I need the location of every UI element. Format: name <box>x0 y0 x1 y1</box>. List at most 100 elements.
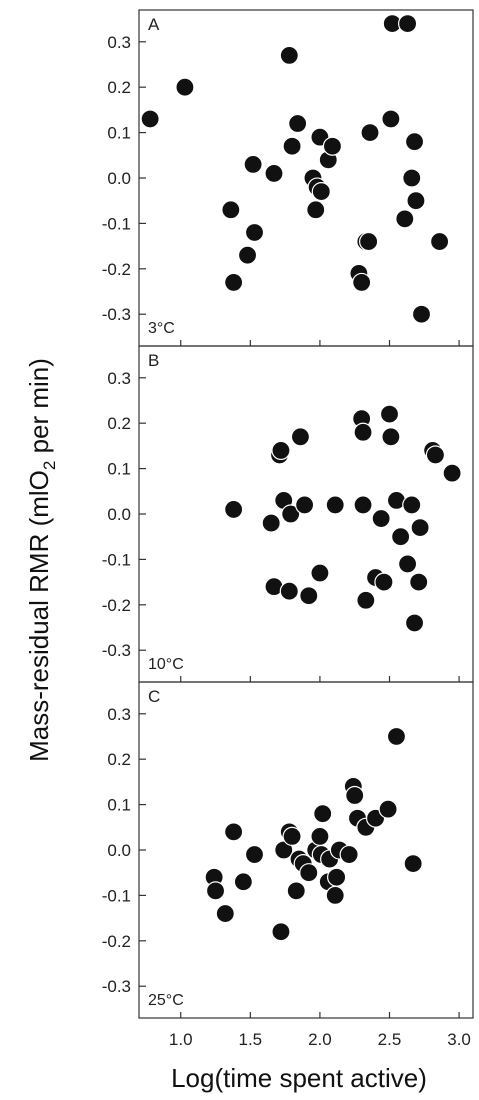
data-point <box>397 554 418 574</box>
panel-letter: C <box>148 687 160 706</box>
y-tick-label: -0.3 <box>102 977 131 996</box>
data-point <box>411 304 432 324</box>
temperature-label: 25°C <box>148 992 184 1009</box>
data-point <box>345 785 365 806</box>
temperature-label: 3°C <box>148 320 175 337</box>
panel-a: 0.3 0.2 0.1 0.0 -0.1 -0.2 -0.3 A 3°C <box>102 9 474 347</box>
y-axis-title-subscript: 2 <box>40 461 59 470</box>
y-tick-label: 0.2 <box>107 78 131 97</box>
x-tick-label: 2.5 <box>378 1030 402 1049</box>
y-tick-label: 0.1 <box>107 796 131 815</box>
data-point <box>295 495 315 515</box>
x-axis: 1.0 1.5 2.0 2.5 3.0 <box>169 1030 471 1049</box>
y-tick-label: -0.1 <box>102 886 131 905</box>
data-point <box>271 440 291 461</box>
panels-group: 0.3 0.2 0.1 0.0 -0.1 -0.2 -0.3 A 3°C 0.3 0.2 0.1 0.0… <box>102 9 474 1019</box>
x-tick-label: 1.5 <box>239 1030 263 1049</box>
data-point <box>299 586 319 606</box>
data-point <box>224 499 244 520</box>
data-point <box>244 222 265 243</box>
data-point <box>279 45 299 66</box>
data-point <box>322 136 343 156</box>
panel-letter: A <box>148 15 160 34</box>
data-point <box>313 804 333 824</box>
x-tick-label: 3.0 <box>447 1030 471 1049</box>
data-point <box>386 726 407 747</box>
data-point <box>406 191 426 211</box>
panel-c: 0.3 0.2 0.1 0.0 -0.1 -0.2 -0.3 C 25°C <box>102 681 474 1019</box>
y-tick-label: 0.2 <box>107 414 131 433</box>
data-point <box>404 613 425 633</box>
data-point <box>325 885 345 906</box>
data-point <box>379 404 400 424</box>
y-tick-label: 0.3 <box>107 369 131 388</box>
data-point <box>310 563 330 583</box>
data-point <box>410 518 430 538</box>
data-point <box>140 109 160 129</box>
y-tick-label: -0.1 <box>102 214 131 233</box>
data-point <box>299 863 319 883</box>
data-point <box>402 168 422 188</box>
data-point <box>282 136 302 156</box>
data-point <box>381 427 401 447</box>
panel-b: 0.3 0.2 0.1 0.0 -0.1 -0.2 -0.3 B 10°C <box>102 345 474 683</box>
data-point <box>402 495 422 515</box>
data-point <box>425 445 446 465</box>
data-point <box>397 14 418 34</box>
data-point <box>310 826 330 846</box>
data-point <box>286 881 306 901</box>
data-point <box>395 209 415 229</box>
data-point <box>281 504 301 524</box>
temperature-label: 10°C <box>148 656 184 673</box>
y-tick-label: -0.1 <box>102 550 131 569</box>
y-tick-label: 0.1 <box>107 124 131 143</box>
data-point <box>371 508 391 529</box>
data-point <box>261 513 281 533</box>
data-point <box>233 872 253 892</box>
data-point <box>224 822 244 842</box>
y-tick-label: 0.3 <box>107 33 131 52</box>
data-point <box>327 867 347 887</box>
y-tick-label: 0.0 <box>107 169 131 188</box>
data-point <box>237 245 258 265</box>
data-point <box>175 77 195 97</box>
data-point <box>271 922 291 942</box>
y-tick-label: -0.3 <box>102 641 131 660</box>
data-point <box>378 799 398 819</box>
data-point <box>244 844 265 865</box>
data-point <box>224 272 244 293</box>
x-tick-label: 2.0 <box>308 1030 332 1049</box>
y-tick-label: 0.1 <box>107 460 131 479</box>
data-point <box>282 826 302 846</box>
data-point <box>409 572 429 592</box>
data-point <box>288 113 308 134</box>
data-point <box>306 200 326 220</box>
data-point <box>442 463 462 483</box>
data-point <box>381 109 401 129</box>
data-point <box>215 903 235 924</box>
data-point <box>356 590 376 610</box>
data-point <box>352 272 372 293</box>
y-axis-title-main: Mass-residual RMR (mlO <box>24 470 54 762</box>
data-point <box>353 422 373 442</box>
data-point <box>374 572 394 592</box>
y-tick-label: 0.0 <box>107 505 131 524</box>
data-point <box>339 844 359 865</box>
y-tick-label: 0.2 <box>107 750 131 769</box>
data-point <box>430 231 450 252</box>
data-point <box>353 495 373 515</box>
y-tick-label: 0.0 <box>107 841 131 860</box>
data-point <box>391 527 411 547</box>
y-axis-title: Mass-residual RMR (mlO2 per min) <box>24 358 59 762</box>
data-point <box>403 854 423 874</box>
y-axis-title-tail: per min) <box>24 358 54 461</box>
data-point <box>221 200 241 220</box>
data-point <box>290 427 311 447</box>
x-tick-label: 1.0 <box>169 1030 193 1049</box>
y-tick-label: -0.2 <box>102 932 131 951</box>
y-tick-label: -0.2 <box>102 260 131 279</box>
panel-frame <box>138 681 474 1019</box>
x-axis-title: Log(time spent active) <box>171 1063 427 1093</box>
y-tick-label: -0.2 <box>102 596 131 615</box>
data-point <box>279 581 299 601</box>
